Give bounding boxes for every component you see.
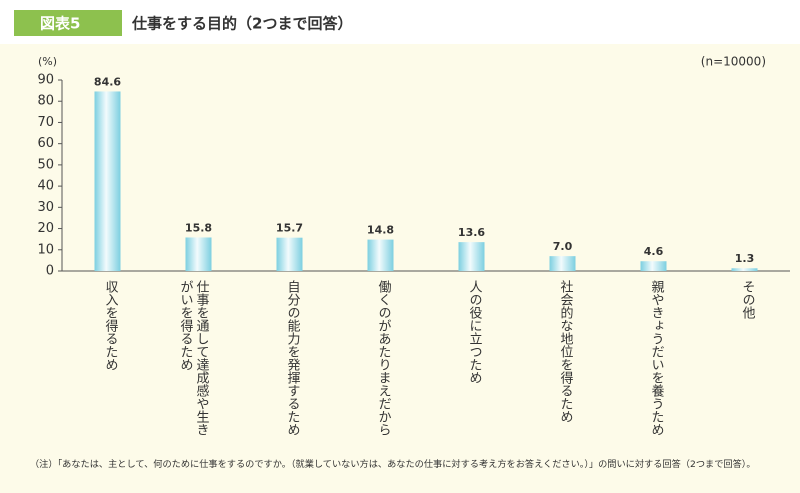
x-tick-label: 働くのがあたりまえだから xyxy=(375,280,391,436)
value-label: 15.8 xyxy=(185,221,212,234)
bar xyxy=(458,242,485,271)
y-tick-label: 80 xyxy=(37,94,54,109)
bar xyxy=(94,91,121,272)
sample-note: (n=10000) xyxy=(701,55,766,69)
chart-title: 仕事をする目的（2つまで回答） xyxy=(131,15,352,33)
bar xyxy=(731,268,758,271)
value-label: 4.6 xyxy=(644,245,664,258)
figure-label: 図表5 xyxy=(40,15,80,33)
value-label: 1.3 xyxy=(735,252,755,265)
value-label: 84.6 xyxy=(94,75,121,88)
value-label: 13.6 xyxy=(458,226,485,239)
value-label: 7.0 xyxy=(553,240,573,253)
bar xyxy=(549,256,576,271)
y-tick-label: 90 xyxy=(37,73,54,88)
panel xyxy=(0,44,800,493)
y-unit: (%) xyxy=(38,55,57,68)
x-tick-label: 人の役に立つため xyxy=(466,280,482,384)
bar xyxy=(185,237,212,271)
value-label: 14.8 xyxy=(367,224,394,237)
x-tick-label: 収入を得るため xyxy=(102,280,118,371)
x-tick-label: 社会的な地位を得るため xyxy=(557,280,573,423)
y-tick-label: 10 xyxy=(37,242,54,257)
x-tick-label: その他 xyxy=(739,280,755,319)
y-tick-label: 40 xyxy=(37,179,54,194)
footnote: （注）「あなたは、主として、何のために仕事をするのですか。（就業していない方は、… xyxy=(30,459,756,470)
bar xyxy=(367,239,394,271)
x-tick-label: 自分の能力を発揮するため xyxy=(284,280,300,436)
y-tick-label: 50 xyxy=(37,157,54,172)
y-tick-label: 20 xyxy=(37,221,54,236)
y-tick-label: 70 xyxy=(37,115,54,130)
x-tick-label: 親やきょうだいを養うため xyxy=(648,280,664,436)
y-tick-label: 60 xyxy=(37,136,54,151)
y-tick-label: 0 xyxy=(46,264,54,279)
y-tick-label: 30 xyxy=(37,200,54,215)
figure-badge xyxy=(14,10,122,36)
bar xyxy=(640,261,667,271)
value-label: 15.7 xyxy=(276,222,303,235)
bar xyxy=(276,237,303,271)
x-tick-label: 仕事を通して達成感や生きがいを得るため xyxy=(177,280,209,436)
